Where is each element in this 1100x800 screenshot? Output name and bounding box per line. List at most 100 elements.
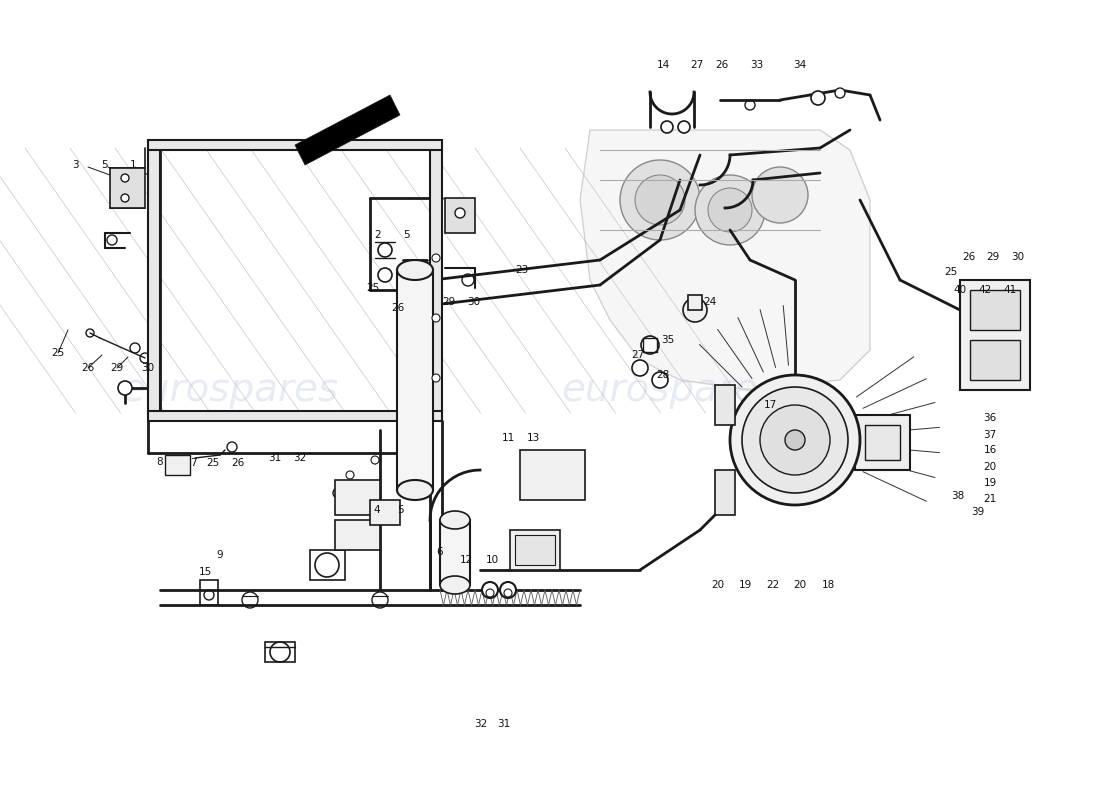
Text: 27: 27 (631, 350, 645, 360)
Text: eurospares: eurospares (561, 371, 779, 409)
Text: 25: 25 (366, 283, 379, 293)
Text: 29: 29 (442, 297, 455, 307)
Text: 38: 38 (952, 491, 965, 501)
Circle shape (632, 360, 648, 376)
Text: 36: 36 (983, 413, 997, 423)
Circle shape (835, 88, 845, 98)
Text: 37: 37 (983, 430, 997, 440)
Ellipse shape (440, 576, 470, 594)
Text: 30: 30 (468, 297, 481, 307)
Bar (715, 385, 735, 425)
Circle shape (350, 488, 360, 498)
Text: 10: 10 (485, 555, 498, 565)
Circle shape (371, 456, 380, 464)
Circle shape (999, 354, 1011, 366)
Text: 35: 35 (661, 335, 674, 345)
Circle shape (730, 375, 860, 505)
Text: 27: 27 (691, 60, 704, 70)
Polygon shape (295, 95, 400, 165)
Circle shape (979, 354, 991, 366)
Ellipse shape (440, 511, 470, 529)
Circle shape (661, 121, 673, 133)
Text: 25: 25 (945, 267, 958, 277)
Text: 3: 3 (72, 160, 78, 170)
Bar (960, 280, 1030, 390)
Text: 41: 41 (1003, 285, 1016, 295)
Text: 9: 9 (217, 550, 223, 560)
Text: 24: 24 (703, 297, 716, 307)
Bar (446, 198, 475, 233)
Text: 21: 21 (983, 494, 997, 504)
Text: 39: 39 (971, 507, 984, 517)
Text: 25: 25 (52, 348, 65, 358)
Circle shape (482, 582, 498, 598)
Circle shape (432, 314, 440, 322)
Bar (370, 500, 400, 525)
Bar (110, 168, 145, 208)
Circle shape (121, 174, 129, 182)
Circle shape (760, 405, 830, 475)
Circle shape (500, 582, 516, 598)
Circle shape (999, 299, 1011, 311)
Bar (515, 535, 556, 565)
Text: 26: 26 (962, 252, 976, 262)
Bar (336, 480, 380, 515)
Circle shape (678, 121, 690, 133)
Circle shape (683, 298, 707, 322)
Bar (970, 290, 1020, 330)
Circle shape (378, 268, 392, 282)
Text: 30: 30 (142, 363, 155, 373)
Bar (397, 270, 433, 490)
Circle shape (979, 299, 991, 311)
Text: 29: 29 (110, 363, 123, 373)
Circle shape (695, 175, 764, 245)
Text: 32: 32 (474, 719, 487, 729)
Polygon shape (580, 130, 870, 390)
Bar (336, 520, 380, 550)
Text: 6: 6 (437, 547, 443, 557)
Circle shape (432, 254, 440, 262)
Text: 4: 4 (374, 505, 381, 515)
Text: 8: 8 (156, 457, 163, 467)
Text: 26: 26 (81, 363, 95, 373)
Text: 11: 11 (502, 433, 515, 443)
Text: 5: 5 (101, 160, 108, 170)
Bar (265, 642, 295, 662)
Bar (865, 425, 900, 460)
Bar (440, 520, 470, 585)
Bar (160, 148, 430, 413)
Circle shape (346, 471, 354, 479)
Text: 12: 12 (460, 555, 473, 565)
Circle shape (742, 387, 848, 493)
Text: 28: 28 (657, 370, 670, 380)
Bar (148, 411, 442, 421)
Text: 20: 20 (712, 580, 725, 590)
Circle shape (635, 175, 685, 225)
Bar (715, 470, 735, 515)
Text: 15: 15 (198, 567, 211, 577)
Bar (165, 455, 190, 475)
Text: 34: 34 (793, 60, 806, 70)
Text: 20: 20 (983, 462, 997, 472)
Text: 30: 30 (1011, 252, 1024, 262)
Bar (430, 148, 442, 413)
Bar (510, 530, 560, 570)
Text: 33: 33 (750, 60, 763, 70)
Circle shape (333, 488, 343, 498)
Text: 31: 31 (268, 453, 282, 463)
Bar (688, 295, 702, 310)
Text: 19: 19 (738, 580, 751, 590)
Text: 2: 2 (375, 230, 382, 240)
Text: 42: 42 (978, 285, 991, 295)
Circle shape (652, 372, 668, 388)
Bar (970, 340, 1020, 380)
Bar (520, 450, 585, 500)
Text: 7: 7 (189, 458, 196, 468)
Text: 1: 1 (130, 160, 136, 170)
Bar (644, 338, 657, 352)
Circle shape (620, 160, 700, 240)
Text: 5: 5 (403, 230, 409, 240)
Text: 40: 40 (954, 285, 967, 295)
Circle shape (641, 336, 659, 354)
Text: 22: 22 (767, 580, 780, 590)
